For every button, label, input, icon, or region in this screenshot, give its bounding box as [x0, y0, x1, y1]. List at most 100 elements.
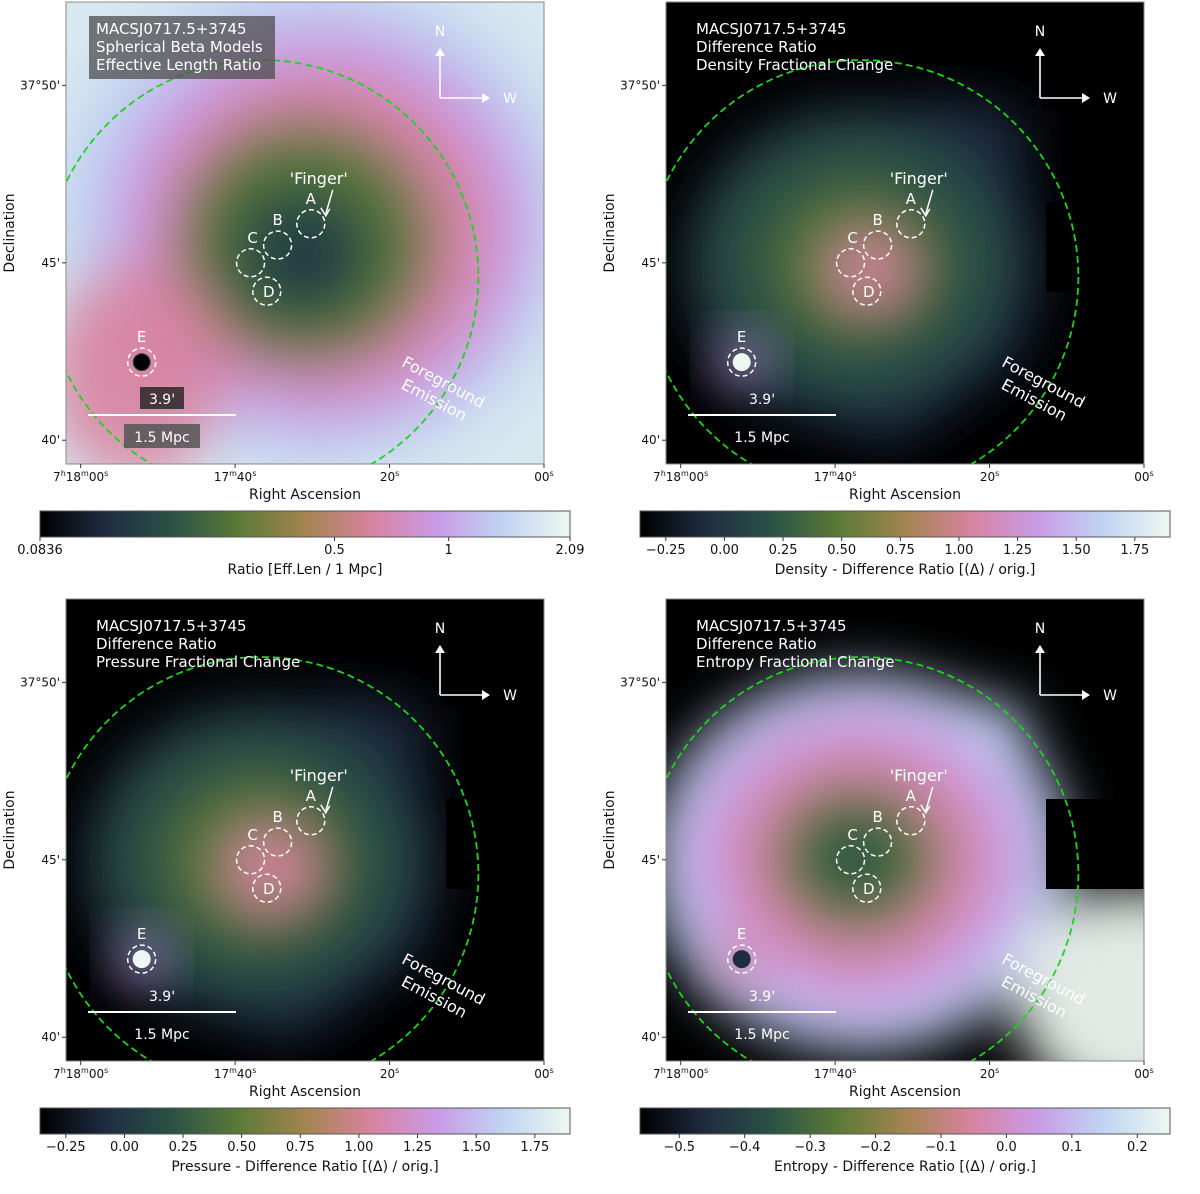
region-label-c: C — [847, 229, 857, 247]
region-label-b: B — [272, 808, 282, 826]
title-line-2: Difference Ratio — [696, 38, 817, 56]
compass-north-head — [435, 645, 445, 653]
region-circle-e — [726, 347, 757, 377]
title-line-3: Entropy Fractional Change — [696, 653, 894, 671]
r500-circle — [66, 59, 480, 464]
chart-svg: ABCDE'Finger'ForegroundEmissionNW3.9'1.5… — [602, 1, 1171, 578]
y-tick-label: 37°50' — [20, 675, 60, 689]
compass-north-label: N — [1035, 621, 1045, 637]
masked-region-east — [1046, 202, 1144, 292]
colorbar-tick-label: 0.75 — [286, 1140, 315, 1155]
colorbar-tick-label: 0.0836 — [17, 543, 63, 558]
x-tick-label: 7h18m00s — [53, 1066, 108, 1081]
scalebar-angle-box — [140, 387, 184, 409]
scalebar-length: 1.5 Mpc — [134, 430, 189, 446]
colorbar-label: Ratio [Eff.Len / 1 Mpc] — [228, 562, 383, 578]
x-tick-label: 7h18m00s — [653, 1066, 708, 1081]
compass-west-label: W — [1103, 688, 1117, 704]
map-image: ABCDE'Finger'ForegroundEmissionNW3.9'1.5… — [666, 2, 1144, 464]
y-axis-label: Declination — [602, 193, 618, 272]
colorbar-tick-label: 1.25 — [1003, 543, 1032, 558]
region-circle-d — [852, 276, 882, 306]
region-label-c: C — [847, 826, 857, 844]
colorbar-tick-label: −0.1 — [925, 1140, 957, 1155]
region-label-b: B — [872, 808, 882, 826]
compass-north-label: N — [435, 621, 445, 637]
region-label-e: E — [137, 925, 146, 943]
region-circle-c — [235, 248, 266, 278]
colorbar-label: Entropy - Difference Ratio [(Δ) / orig.] — [774, 1159, 1036, 1175]
x-tick-label: 20s — [980, 469, 999, 484]
x-tick-label: 20s — [980, 1066, 999, 1081]
source-e-center — [133, 354, 150, 371]
title-line-3: Pressure Fractional Change — [96, 653, 300, 671]
x-tick-label: 20s — [380, 469, 399, 484]
region-label-a: A — [906, 787, 917, 805]
x-tick-label: 17m40s — [214, 469, 257, 484]
finger-arrow — [925, 189, 934, 214]
x-tick-label: 17m40s — [814, 1066, 857, 1081]
y-tick-label: 37°50' — [620, 78, 660, 92]
region-circle-d — [252, 276, 282, 306]
emission-glow-4 — [805, 812, 906, 903]
region-label-a: A — [306, 190, 317, 208]
compass-north-label: N — [435, 24, 445, 40]
colorbar-tick-label: 1.75 — [1120, 543, 1149, 558]
panel-pressure: A B C D E 'Finger' Foreground Emission N W 3.9' 1.5… — [0, 597, 600, 1194]
title-line-1: MACSJ0717.5+3745 — [96, 617, 247, 635]
x-tick-label: 17m40s — [814, 469, 857, 484]
region-label-e: E — [737, 925, 746, 943]
y-tick-label: 40' — [41, 1030, 60, 1044]
y-tick-label: 45' — [41, 853, 60, 867]
colorbar-tick-label: 1.50 — [462, 1140, 491, 1155]
compass-west-label: W — [503, 688, 517, 704]
finger-arrow — [925, 786, 934, 811]
region-circle-d — [852, 873, 882, 903]
compass-west-head — [482, 690, 490, 700]
y-tick-label: 40' — [41, 433, 60, 447]
finger-arrowhead — [320, 207, 331, 218]
colorbar-tick-label: 0.00 — [110, 1140, 139, 1155]
colorbar-tick-label: 0.5 — [324, 543, 345, 558]
colorbar-tick-label: 0.25 — [769, 543, 798, 558]
compass-west-head — [1082, 93, 1090, 103]
finger-arrowhead — [920, 804, 931, 815]
map-image: ABCDE'Finger'ForegroundEmissionNW3.9'1.5… — [66, 2, 544, 464]
colorbar-tick-label: −0.25 — [46, 1140, 86, 1155]
scalebar-length: 1.5 Mpc — [734, 1027, 789, 1043]
title-line-1: MACSJ0717.5+3745 — [96, 20, 247, 38]
colorbar — [639, 510, 1171, 538]
colorbar-tick-label: 1.00 — [944, 543, 973, 558]
region-label-d: D — [863, 880, 875, 898]
compass-west-head — [482, 93, 490, 103]
region-label-a: A — [906, 190, 917, 208]
colorbar-label: Pressure - Difference Ratio [(Δ) / orig.… — [171, 1159, 438, 1175]
scalebar-length-box — [124, 424, 200, 448]
ratio-contour-5 — [266, 219, 346, 295]
title-line-1: MACSJ0717.5+3745 — [696, 20, 847, 38]
colorbar-tick-label: −0.4 — [729, 1140, 761, 1155]
x-tick-label: 17m40s — [214, 1066, 257, 1081]
x-tick-label: 7h18m00s — [53, 469, 108, 484]
scalebar-angle: 3.9' — [749, 989, 775, 1005]
region-circle-b — [262, 827, 293, 857]
x-tick-label: 00s — [1134, 469, 1153, 484]
finger-arrow — [325, 189, 334, 214]
y-tick-label: 45' — [41, 256, 60, 270]
region-circle-c — [835, 845, 866, 875]
region-label-e: E — [137, 328, 146, 346]
y-tick-label: 40' — [641, 1030, 660, 1044]
title-line-3: Density Fractional Change — [696, 56, 893, 74]
compass-north-head — [1035, 645, 1045, 653]
region-circle-b — [262, 230, 293, 260]
region-circle-c — [835, 248, 866, 278]
scalebar-length: 1.5 Mpc — [134, 1027, 189, 1043]
region-circle-a — [896, 209, 926, 239]
image-frame — [65, 1, 545, 465]
region-label-c: C — [247, 229, 257, 247]
scalebar-angle: 3.9' — [149, 392, 175, 408]
colorbar-tick-label: 1.00 — [344, 1140, 373, 1155]
scalebar-angle: 3.9' — [149, 989, 175, 1005]
scalebar-angle: 3.9' — [749, 392, 775, 408]
source-e-core — [732, 353, 751, 372]
